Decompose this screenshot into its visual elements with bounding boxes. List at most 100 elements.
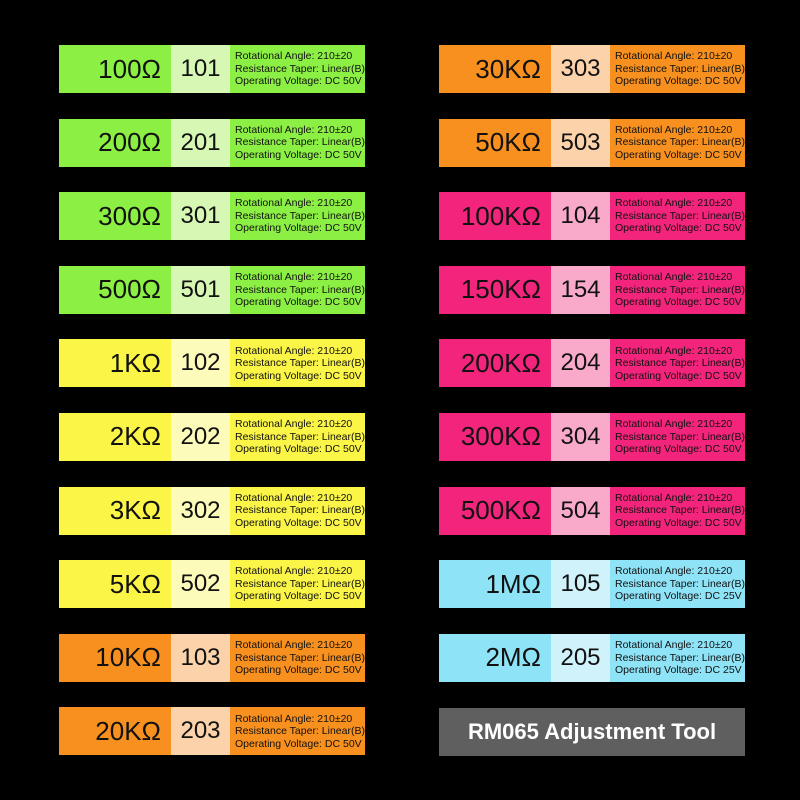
resistance-value: 10KΩ [59,633,171,682]
resistance-code: 104 [551,192,610,241]
spec-taper: Resistance Taper: Linear(B) [235,283,365,296]
spec-taper: Resistance Taper: Linear(B) [235,209,365,222]
spec-angle: Rotational Angle: 210±20 [615,639,733,651]
resistance-value: 3KΩ [59,486,171,535]
spec-taper: Resistance Taper: Linear(B) [615,209,745,222]
spec-voltage: Operating Voltage: DC 50V [235,516,362,529]
resistance-code: 102 [171,339,230,388]
spec-voltage: Operating Voltage: DC 50V [235,296,362,309]
spec-angle: Rotational Angle: 210±20 [235,123,353,136]
spec-voltage: Operating Voltage: DC 50V [615,222,742,235]
resistor-label: 3KΩ 302 Rotational Angle: 210±20 Resistance… [59,486,365,535]
spec-angle: Rotational Angle: 210±20 [235,344,353,357]
resistor-label: 2MΩ 205 Rotational Angle: 210±20 Resistance… [439,633,745,682]
spec-voltage: Operating Voltage: DC 50V [615,296,742,309]
spec-block: Rotational Angle: 210±20 Resistance Taper… [610,339,745,388]
spec-taper: Resistance Taper: Linear(B) [235,430,365,443]
resistance-code: 504 [551,486,610,535]
spec-taper: Resistance Taper: Linear(B) [235,725,365,738]
resistance-value: 200Ω [59,118,171,167]
resistance-code: 204 [551,339,610,388]
resistance-code: 201 [171,118,230,167]
resistance-value: 500KΩ [439,486,551,535]
resistance-code: 501 [171,265,230,314]
resistance-value: 300KΩ [439,412,551,461]
spec-block: Rotational Angle: 210±20 Resistance Taper… [230,560,365,609]
spec-voltage: Operating Voltage: DC 50V [615,369,742,382]
spec-voltage: Operating Voltage: DC 50V [615,148,742,161]
spec-voltage: Operating Voltage: DC 50V [235,443,362,456]
resistor-label: 20KΩ 203 Rotational Angle: 210±20 Resistanc… [59,707,365,756]
spec-taper: Resistance Taper: Linear(B) [615,357,745,370]
resistance-code: 154 [551,265,610,314]
spec-block: Rotational Angle: 210±20 Resistance Taper… [230,45,365,93]
spec-taper: Resistance Taper: Linear(B) [235,651,365,664]
resistance-code: 303 [551,45,610,93]
spec-taper: Resistance Taper: Linear(B) [615,62,745,75]
resistor-label: 50KΩ 503 Rotational Angle: 210±20 Resistanc… [439,118,745,167]
spec-taper: Resistance Taper: Linear(B) [235,577,365,590]
left-label-column: 100Ω 101 Rotational Angle: 210±20 Resistanc… [59,45,365,781]
spec-voltage: Operating Voltage: DC 50V [235,222,362,235]
spec-taper: Resistance Taper: Linear(B) [615,577,745,590]
resistance-code: 304 [551,412,610,461]
spec-angle: Rotational Angle: 210±20 [235,712,353,725]
resistance-value: 200KΩ [439,339,551,388]
spec-block: Rotational Angle: 210±20 Resistance Taper… [230,118,365,167]
spec-voltage: Operating Voltage: DC 50V [235,590,362,603]
spec-voltage: Operating Voltage: DC 50V [615,516,742,529]
spec-block: Rotational Angle: 210±20 Resistance Taper… [230,192,365,241]
spec-angle: Rotational Angle: 210±20 [235,197,353,210]
spec-voltage: Operating Voltage: DC 25V [615,664,742,676]
spec-block: Rotational Angle: 210±20 Resistance Taper… [230,339,365,388]
spec-angle: Rotational Angle: 210±20 [615,50,733,63]
resistance-code: 302 [171,486,230,535]
resistance-value: 500Ω [59,265,171,314]
resistance-value: 5KΩ [59,560,171,609]
resistance-value: 150KΩ [439,265,551,314]
spec-angle: Rotational Angle: 210±20 [235,271,353,284]
spec-block: Rotational Angle: 210±20 Resistance Taper… [230,265,365,314]
resistance-value: 50KΩ [439,118,551,167]
resistor-label: 1MΩ 105 Rotational Angle: 210±20 Resistance… [439,560,745,609]
spec-taper: Resistance Taper: Linear(B) [615,283,745,296]
resistance-value: 300Ω [59,192,171,241]
spec-block: Rotational Angle: 210±20 Resistance Taper… [610,45,745,93]
resistance-value: 2MΩ [439,633,551,682]
spec-block: Rotational Angle: 210±20 Resistance Taper… [610,486,745,535]
spec-angle: Rotational Angle: 210±20 [615,565,733,578]
resistance-code: 205 [551,633,610,682]
spec-angle: Rotational Angle: 210±20 [615,197,733,210]
spec-taper: Resistance Taper: Linear(B) [615,504,745,517]
resistor-label: 2KΩ 202 Rotational Angle: 210±20 Resistance… [59,412,365,461]
spec-taper: Resistance Taper: Linear(B) [235,504,365,517]
resistance-code: 103 [171,633,230,682]
resistor-label: 10KΩ 103 Rotational Angle: 210±20 Resistanc… [59,633,365,682]
resistor-label: 300Ω 301 Rotational Angle: 210±20 Resistanc… [59,192,365,241]
spec-angle: Rotational Angle: 210±20 [615,491,733,504]
resistance-value: 2KΩ [59,412,171,461]
resistor-label: 5KΩ 502 Rotational Angle: 210±20 Resistance… [59,560,365,609]
resistor-label: 100Ω 101 Rotational Angle: 210±20 Resistanc… [59,45,365,93]
resistor-label: 1KΩ 102 Rotational Angle: 210±20 Resistance… [59,339,365,388]
resistor-label: 500KΩ 504 Rotational Angle: 210±20 Resistan… [439,486,745,535]
resistance-code: 101 [171,45,230,93]
spec-voltage: Operating Voltage: DC 50V [235,369,362,382]
resistance-value: 1KΩ [59,339,171,388]
resistor-label: 150KΩ 154 Rotational Angle: 210±20 Resistan… [439,265,745,314]
spec-voltage: Operating Voltage: DC 50V [235,148,362,161]
spec-block: Rotational Angle: 210±20 Resistance Taper… [610,560,745,609]
resistance-value: 1MΩ [439,560,551,609]
spec-taper: Resistance Taper: Linear(B) [615,651,745,664]
resistor-label: 200Ω 201 Rotational Angle: 210±20 Resistanc… [59,118,365,167]
spec-block: Rotational Angle: 210±20 Resistance Taper… [610,118,745,167]
spec-angle: Rotational Angle: 210±20 [235,418,353,431]
resistor-label: 200KΩ 204 Rotational Angle: 210±20 Resistan… [439,339,745,388]
spec-block: Rotational Angle: 210±20 Resistance Taper… [230,412,365,461]
spec-angle: Rotational Angle: 210±20 [615,271,733,284]
resistance-value: 30KΩ [439,45,551,93]
resistor-label: 500Ω 501 Rotational Angle: 210±20 Resistanc… [59,265,365,314]
spec-voltage: Operating Voltage: DC 50V [235,75,362,88]
spec-angle: Rotational Angle: 210±20 [235,565,353,578]
spec-taper: Resistance Taper: Linear(B) [235,357,365,370]
